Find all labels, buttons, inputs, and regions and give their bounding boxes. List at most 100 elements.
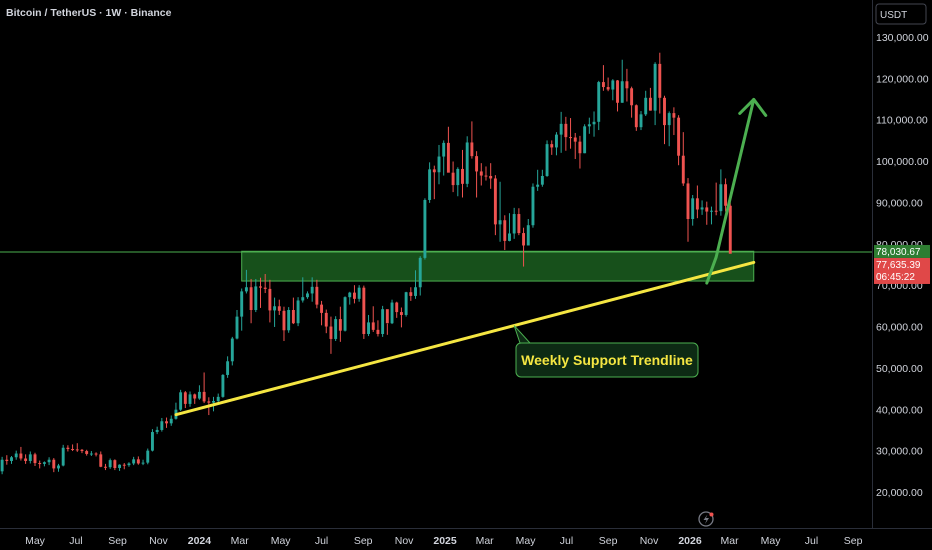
candle[interactable]: [616, 80, 619, 112]
candle[interactable]: [66, 445, 70, 452]
candle[interactable]: [498, 181, 502, 242]
candle[interactable]: [470, 121, 474, 159]
candle[interactable]: [395, 301, 399, 318]
candle[interactable]: [667, 111, 671, 147]
candle[interactable]: [681, 132, 685, 186]
candle[interactable]: [554, 132, 558, 156]
candle[interactable]: [193, 393, 197, 404]
annotation-box[interactable]: [515, 342, 699, 378]
candle[interactable]: [503, 215, 507, 251]
candle[interactable]: [104, 463, 107, 471]
candle[interactable]: [348, 291, 352, 305]
candle[interactable]: [146, 448, 150, 465]
candle[interactable]: [324, 309, 328, 334]
candle[interactable]: [390, 299, 394, 325]
candle[interactable]: [658, 52, 662, 114]
candle[interactable]: [724, 178, 728, 212]
candle[interactable]: [653, 62, 657, 126]
candle[interactable]: [0, 456, 4, 475]
candle[interactable]: [136, 456, 140, 465]
candle[interactable]: [244, 269, 248, 294]
candle[interactable]: [381, 305, 385, 337]
candle[interactable]: [94, 452, 98, 457]
candle[interactable]: [38, 460, 42, 469]
candle[interactable]: [61, 444, 65, 467]
candle[interactable]: [540, 169, 544, 187]
candle[interactable]: [559, 111, 563, 153]
projection-arrow[interactable]: [705, 97, 756, 285]
candle[interactable]: [376, 320, 380, 337]
candle[interactable]: [517, 208, 521, 236]
candle[interactable]: [169, 415, 173, 426]
candle[interactable]: [442, 140, 446, 176]
candle[interactable]: [493, 175, 497, 236]
currency-button[interactable]: [875, 3, 927, 25]
candle[interactable]: [315, 279, 319, 309]
candle[interactable]: [446, 126, 450, 173]
candle[interactable]: [601, 65, 605, 91]
candle[interactable]: [160, 417, 164, 432]
candle[interactable]: [578, 135, 582, 169]
candle[interactable]: [235, 310, 239, 340]
candle[interactable]: [371, 306, 375, 332]
candle[interactable]: [512, 207, 516, 239]
candle[interactable]: [291, 297, 295, 325]
candle[interactable]: [296, 297, 300, 327]
candle[interactable]: [338, 306, 342, 342]
candle[interactable]: [85, 449, 89, 456]
candle[interactable]: [592, 111, 596, 137]
candle[interactable]: [33, 452, 37, 466]
candle[interactable]: [414, 270, 417, 299]
candle[interactable]: [216, 393, 220, 403]
candle[interactable]: [691, 195, 695, 226]
candle[interactable]: [141, 459, 145, 466]
candle[interactable]: [165, 417, 168, 428]
candle[interactable]: [42, 461, 46, 467]
candle[interactable]: [150, 429, 154, 452]
tradingview-flash-icon[interactable]: [698, 511, 714, 527]
candle[interactable]: [451, 161, 455, 193]
candle[interactable]: [202, 372, 206, 404]
candle[interactable]: [714, 182, 718, 216]
candle[interactable]: [569, 118, 572, 149]
candle[interactable]: [352, 285, 356, 304]
support-zone[interactable]: [241, 250, 755, 282]
candle[interactable]: [301, 277, 305, 303]
candle[interactable]: [686, 178, 690, 242]
support-trendline[interactable]: [174, 260, 756, 417]
candle[interactable]: [705, 201, 709, 225]
candle[interactable]: [409, 287, 413, 301]
candle[interactable]: [620, 59, 624, 103]
candle[interactable]: [99, 451, 103, 468]
candle[interactable]: [240, 288, 244, 331]
candle[interactable]: [249, 278, 253, 324]
candle[interactable]: [367, 314, 370, 337]
candle[interactable]: [700, 200, 704, 215]
candle[interactable]: [399, 307, 403, 328]
candle[interactable]: [428, 162, 432, 203]
candle[interactable]: [113, 459, 117, 471]
candle[interactable]: [10, 456, 13, 464]
candle[interactable]: [710, 206, 713, 225]
candle[interactable]: [268, 279, 272, 323]
candle[interactable]: [108, 458, 112, 469]
candle[interactable]: [484, 166, 488, 181]
candle[interactable]: [362, 285, 366, 339]
candle[interactable]: [479, 163, 483, 186]
candle[interactable]: [357, 285, 361, 302]
candle[interactable]: [536, 169, 540, 191]
candle[interactable]: [282, 306, 286, 342]
candle[interactable]: [127, 462, 131, 467]
candle[interactable]: [545, 140, 549, 177]
candle[interactable]: [183, 391, 187, 409]
candle[interactable]: [329, 316, 333, 354]
candle[interactable]: [531, 183, 535, 228]
candle[interactable]: [550, 140, 554, 155]
candle[interactable]: [672, 107, 676, 136]
candle[interactable]: [5, 455, 9, 465]
candle[interactable]: [277, 299, 281, 315]
candle[interactable]: [80, 448, 84, 454]
candle[interactable]: [89, 451, 93, 457]
candle[interactable]: [310, 277, 314, 302]
candle[interactable]: [75, 443, 79, 452]
